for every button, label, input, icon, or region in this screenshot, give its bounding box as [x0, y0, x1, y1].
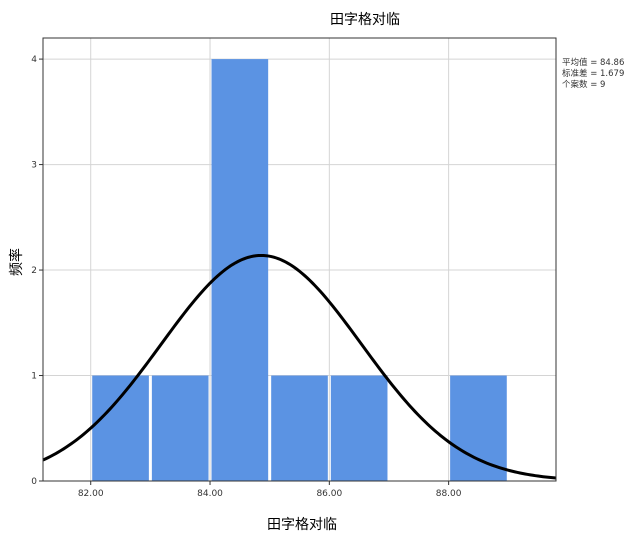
stats-line: 个案数 = 9 — [562, 79, 605, 90]
histogram-bar — [450, 375, 507, 481]
x-tick-label: 84.00 — [197, 489, 223, 499]
x-axis-ticks: 82.00 84.00 86.00 88.00 — [78, 481, 462, 499]
y-tick-label: 1 — [31, 372, 37, 382]
x-axis-label: 田字格对临 — [267, 517, 337, 533]
histogram-bar — [330, 375, 388, 481]
stats-line: 平均值 = 84.86 — [562, 57, 624, 68]
y-axis-ticks: 0 1 2 3 4 — [31, 55, 43, 487]
histogram-bar — [151, 375, 209, 481]
x-tick-label: 82.00 — [78, 489, 104, 499]
chart-title: 田字格对临 — [330, 12, 400, 28]
normal-curve — [42, 253, 557, 480]
y-tick-label: 2 — [31, 266, 37, 276]
histogram-bar — [92, 375, 149, 481]
y-axis-label: 频率 — [8, 248, 25, 276]
y-tick-label: 0 — [31, 477, 37, 487]
y-tick-label: 3 — [31, 161, 37, 171]
x-tick-label: 86.00 — [316, 489, 342, 499]
plot-frame — [42, 37, 557, 482]
bars — [92, 59, 507, 481]
stats-line: 标准差 = 1.679 — [562, 68, 624, 79]
x-tick-label: 88.00 — [436, 489, 462, 499]
histogram-bar — [211, 59, 269, 481]
histogram-bar — [271, 375, 328, 481]
y-tick-label: 4 — [31, 55, 37, 65]
